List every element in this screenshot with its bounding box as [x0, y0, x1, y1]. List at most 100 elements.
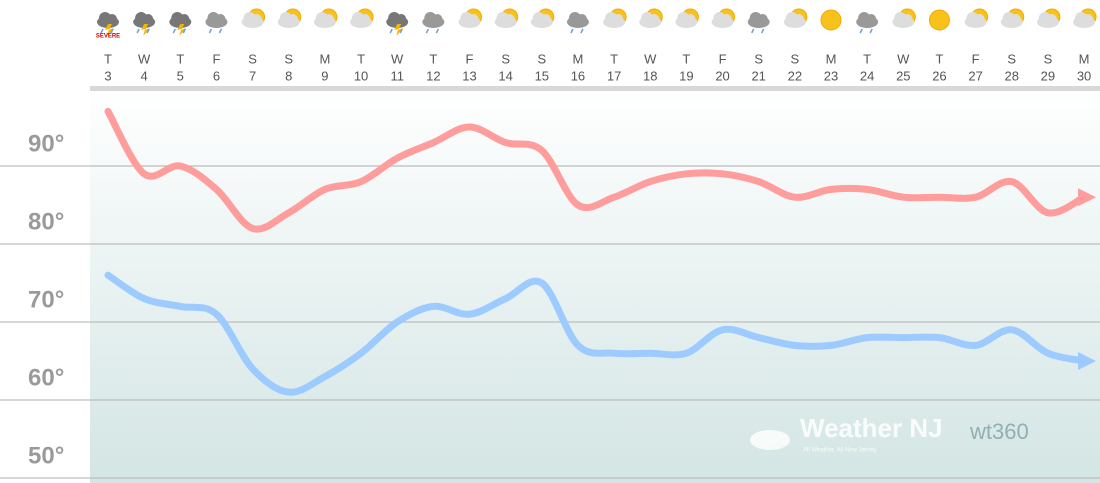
weather-icon: [169, 12, 192, 36]
cloud: [576, 14, 587, 24]
temperature-line: [104, 271, 1088, 396]
weather-icon: [350, 8, 374, 28]
rain: [580, 28, 584, 34]
x-tick-date: 5: [177, 68, 184, 83]
cloud: [866, 14, 877, 24]
x-tick-date: 4: [141, 68, 148, 83]
x-tick-day: M: [573, 51, 584, 66]
bolt: [141, 24, 151, 36]
bolt: [177, 24, 187, 36]
x-tick-date: 28: [1005, 68, 1019, 83]
weather-icon: [1073, 8, 1097, 28]
cloud: [757, 14, 768, 24]
cloud: [1083, 14, 1094, 24]
weather-icon: [494, 8, 519, 28]
watermark-cloud: [750, 430, 790, 450]
weather-icon: [566, 12, 589, 34]
x-tick-day: S: [537, 51, 546, 66]
watermark-brand: Weather NJ: [800, 413, 943, 443]
temperature-line: [104, 107, 1088, 233]
sun: [820, 9, 842, 31]
x-tick-date: 21: [751, 68, 765, 83]
cloud: [323, 14, 334, 24]
x-tick-date: 3: [104, 68, 111, 83]
cloud: [1046, 14, 1057, 24]
weather-icon: [133, 12, 156, 36]
x-tick-day: M: [319, 51, 330, 66]
x-tick-date: 24: [860, 68, 874, 83]
weather-icon: [675, 8, 699, 28]
weather-icon: [964, 8, 989, 28]
x-tick-day: T: [357, 51, 365, 66]
weather-icon: [928, 9, 950, 31]
x-tick-date: 27: [968, 68, 982, 83]
weather-icon: [856, 12, 879, 34]
x-tick-date: 7: [249, 68, 256, 83]
x-tick-day: F: [719, 51, 727, 66]
cloud: [468, 14, 479, 24]
cloud: [251, 14, 262, 24]
rain: [859, 28, 863, 34]
weather-icon: [892, 8, 916, 28]
x-tick-day: S: [791, 51, 800, 66]
x-tick-date: 12: [426, 68, 440, 83]
cloud: [793, 14, 804, 24]
x-tick-day: T: [176, 51, 184, 66]
cloud: [540, 14, 551, 24]
weather-icon: [530, 8, 555, 28]
x-tick-date: 10: [354, 68, 368, 83]
y-tick-label: 90°: [28, 130, 64, 157]
rain: [570, 28, 574, 34]
cloud: [974, 14, 985, 24]
rain: [146, 28, 150, 34]
x-tick-date: 16: [571, 68, 585, 83]
x-tick-day: S: [284, 51, 293, 66]
rain: [389, 28, 393, 34]
x-tick-date: 6: [213, 68, 220, 83]
weather-icon: [639, 8, 663, 28]
cloud: [1010, 14, 1021, 24]
cloud: [902, 14, 913, 24]
x-tick-date: 29: [1041, 68, 1055, 83]
sun: [928, 9, 950, 31]
x-tick-date: 14: [498, 68, 512, 83]
weather-icon: [97, 12, 119, 36]
weather-icon: [711, 8, 736, 28]
cloud: [396, 14, 407, 24]
weather-icon: [386, 12, 409, 36]
x-tick-day: W: [644, 51, 657, 66]
x-tick-day: T: [429, 51, 437, 66]
cloud: [360, 14, 371, 24]
weather-icon: [783, 8, 808, 28]
x-tick-day: M: [826, 51, 837, 66]
rain: [435, 28, 440, 34]
weather-icon: [458, 8, 482, 28]
watermark-tagline: All Weather. All New Jersey.: [803, 448, 878, 454]
rain: [208, 28, 213, 34]
x-tick-day: S: [501, 51, 510, 66]
cloud: [721, 14, 732, 24]
cloud: [649, 14, 660, 24]
annotation: SEVERE: [96, 34, 120, 40]
weather-icon: [747, 12, 770, 34]
x-tick-date: 9: [321, 68, 328, 83]
cloud: [613, 14, 624, 24]
cloud: [287, 14, 298, 24]
weather-icon: [277, 8, 302, 28]
x-tick-date: 26: [932, 68, 946, 83]
rain: [399, 28, 403, 34]
x-tick-date: 15: [535, 68, 549, 83]
x-tick-day: W: [391, 51, 404, 66]
x-tick-day: T: [104, 51, 112, 66]
x-tick-date: 18: [643, 68, 657, 83]
rain: [218, 28, 223, 34]
rain: [110, 28, 114, 34]
x-tick-date: 20: [715, 68, 729, 83]
rain: [425, 28, 430, 34]
watermark-logo: wt360: [969, 419, 1029, 444]
x-tick-day: T: [610, 51, 618, 66]
bolt: [105, 24, 114, 36]
x-tick-day: S: [754, 51, 763, 66]
x-tick-day: W: [138, 51, 151, 66]
line-arrow: [1078, 188, 1097, 207]
